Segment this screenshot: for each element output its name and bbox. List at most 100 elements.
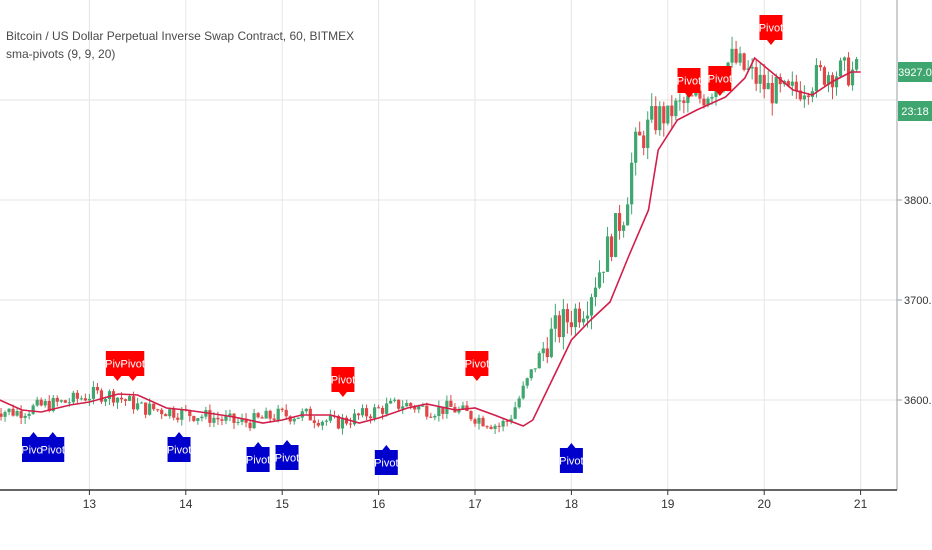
candle-up	[513, 401, 517, 420]
candle-body	[284, 409, 288, 417]
candle-up	[23, 413, 27, 424]
candle-body	[320, 421, 324, 426]
candle-body	[806, 95, 810, 97]
candle-body	[296, 417, 300, 419]
pivot-high-marker: Pivot	[465, 351, 489, 381]
price-axis-ticks: 3600.0 3700.0 3800.0	[897, 195, 932, 407]
pivot-label-box	[167, 437, 191, 462]
candle-down	[176, 412, 180, 423]
candle-up	[766, 70, 770, 90]
candle-body	[127, 396, 132, 401]
candle-up	[630, 152, 634, 215]
candle-down	[557, 310, 561, 343]
candle-down	[449, 395, 453, 408]
candle-up	[509, 414, 513, 425]
candle-body	[742, 53, 746, 70]
time-tick-label: 18	[565, 497, 579, 511]
pivot-pointer	[254, 442, 263, 447]
candle-up	[537, 351, 541, 369]
candle-down	[429, 412, 433, 419]
candle-body	[260, 417, 264, 419]
candle-down	[654, 96, 658, 135]
candle-body	[264, 410, 268, 419]
candle-body	[15, 411, 19, 416]
pivot-label: Pivot	[677, 76, 701, 88]
candle-down	[742, 52, 746, 72]
candle-down	[734, 40, 738, 65]
candle-body	[425, 405, 429, 417]
candle-down	[397, 399, 401, 411]
candle-down	[806, 92, 810, 105]
candle-body	[240, 418, 244, 422]
candle-up	[501, 418, 505, 432]
candle-down	[377, 404, 381, 409]
candle-down	[754, 58, 758, 92]
candle-body	[236, 421, 240, 423]
candle-up	[7, 408, 11, 416]
candle-body	[324, 420, 328, 422]
pivot-low-marker: Pivot	[41, 432, 65, 462]
candle-body	[336, 415, 341, 429]
candle-body	[706, 98, 710, 106]
pivot-label-box	[275, 445, 299, 470]
candle-body	[39, 399, 43, 406]
candle-body	[11, 408, 15, 416]
candle-body	[413, 406, 417, 410]
chart-axes	[0, 0, 898, 491]
candle-body	[372, 407, 377, 419]
candle-up	[666, 105, 670, 126]
candle-up	[477, 414, 481, 430]
pivot-low-marker: Pivot	[559, 443, 584, 473]
candle-body	[437, 406, 441, 417]
indicator-legend[interactable]: sma-pivots (9, 9, 20)	[6, 47, 116, 61]
pivot-label: Pivot	[331, 375, 355, 387]
candle-up	[296, 417, 300, 420]
candle-up	[674, 97, 678, 121]
candle-up	[389, 398, 393, 404]
candle-body	[473, 419, 477, 424]
candle-body	[417, 406, 421, 410]
current-price-badge	[898, 62, 932, 82]
candle-up	[646, 111, 650, 160]
candle-body	[131, 396, 136, 410]
candle-body	[23, 415, 27, 418]
candle-down	[356, 412, 361, 420]
candle-body	[477, 417, 481, 424]
candle-body	[686, 95, 690, 104]
candle-down	[609, 233, 614, 262]
candle-body	[272, 418, 276, 420]
pivot-pointer	[113, 376, 122, 381]
candle-up	[340, 413, 345, 435]
candle-up	[79, 395, 83, 401]
candle-up	[613, 212, 618, 258]
candle-body	[397, 399, 401, 409]
candle-body	[107, 391, 112, 399]
price-badges: 3927.0 23:18	[898, 62, 932, 121]
candle-body	[196, 418, 200, 421]
candle-body	[605, 236, 610, 272]
candle-down	[220, 416, 224, 426]
candle-body	[421, 405, 425, 407]
pivot-low-marker: Pivot	[374, 445, 399, 475]
candle-down	[425, 402, 429, 420]
candle-up	[626, 197, 630, 226]
candle-body	[348, 423, 353, 425]
candle-body	[634, 131, 638, 163]
candle-body	[168, 409, 172, 417]
candle-body	[694, 90, 698, 96]
candle-down	[188, 409, 192, 422]
candle-body	[834, 76, 839, 88]
candle-up	[35, 396, 39, 407]
candle-body	[381, 407, 385, 414]
candle-body	[646, 119, 650, 149]
candle-body	[377, 407, 381, 409]
pivot-label-box	[677, 68, 701, 93]
pivot-label: Pivot	[759, 23, 783, 35]
candle-body	[405, 403, 409, 407]
candle-up	[393, 397, 397, 403]
candle-up	[71, 390, 75, 406]
candle-body	[533, 368, 537, 370]
candle-up	[433, 414, 437, 421]
time-tick-label: 14	[179, 497, 193, 511]
